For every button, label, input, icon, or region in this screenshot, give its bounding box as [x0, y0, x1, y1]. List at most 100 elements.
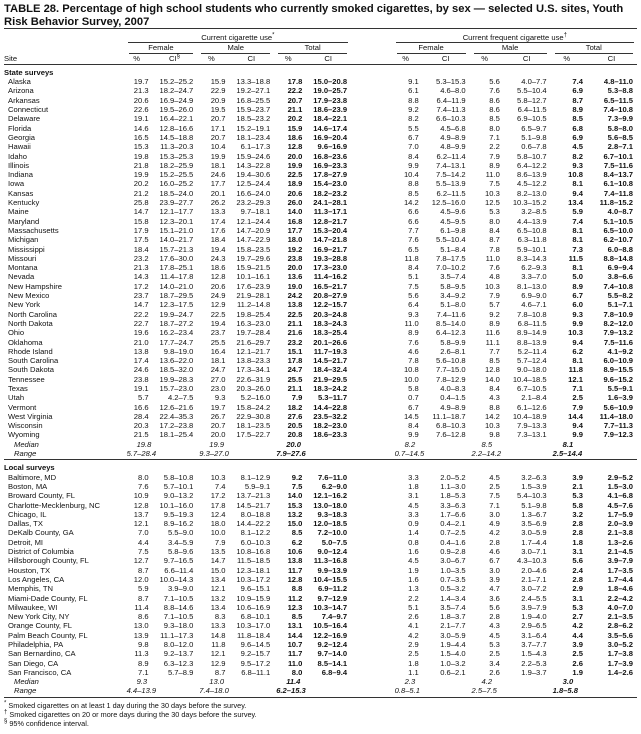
ci-value: 19.9–24.7	[159, 309, 194, 319]
percent-value: 6.6	[408, 216, 419, 226]
percent-value: 5.1	[408, 602, 419, 612]
ci-value: 1.6–3.9	[607, 393, 633, 403]
percent-value: 18.2	[287, 402, 303, 412]
percent-value: 28.4	[133, 411, 149, 421]
percent-value: 26.2	[210, 198, 226, 208]
table-row: Dallas, TX 12.1 8.9–16.2 18.0 14.4–22.2 15.0 1…	[4, 519, 637, 528]
ci-value: 3.1–6.4	[521, 630, 547, 640]
ci-value: 9.2–12.4	[317, 640, 348, 649]
ci-value: 5.5–10.4	[435, 235, 466, 245]
ci-value: 9.2–15.7	[240, 649, 271, 659]
ci-value: 1.7–3.5	[607, 565, 633, 575]
ci-value: 11.3–20.3	[160, 142, 194, 152]
percent-value: 23.0	[210, 383, 226, 393]
ci-value: 22.4–35.3	[159, 411, 194, 421]
ci-value: 17.3–34.1	[236, 365, 271, 375]
ci-value: 18.5–23.2	[236, 114, 271, 124]
ci-value: 19.8–25.4	[236, 309, 271, 319]
table-row: Los Angeles, CA 12.0 10.0–14.3 13.4 10.3–17.…	[4, 575, 637, 584]
ci-value: 14.7–21.8	[313, 235, 348, 245]
ci-value: 24.1–28.1	[313, 198, 348, 208]
percent-value: 4.4	[572, 630, 583, 640]
percent-value: 11.0	[404, 318, 419, 328]
percent-value: 7.9	[214, 537, 226, 547]
percent-value: 11.0	[485, 253, 500, 263]
column-gap	[351, 347, 393, 356]
column-gap	[351, 365, 393, 374]
percent-value: 17.2	[133, 281, 149, 291]
percent-value: 17.8	[287, 356, 303, 366]
ci-value: 0.4–1.5	[440, 393, 466, 403]
percent-value: 13.4	[210, 602, 226, 612]
ci-value: 21.6–29.7	[236, 337, 271, 347]
ci-value: 15.8–24.2	[236, 402, 271, 412]
median-row: Median 19.8 19.9 20.0 8.2 8.5 8.1	[4, 440, 637, 449]
percent-value: 7.4	[214, 481, 226, 491]
percent-value: 7.8	[408, 356, 419, 366]
percent-value: 4.7	[489, 584, 500, 594]
percent-value: 8.8	[408, 95, 419, 105]
percent-value: 8.5	[572, 114, 583, 124]
ci-value: 6.9–9.0	[521, 291, 547, 301]
ci-value: 14.6–17.4	[313, 123, 348, 133]
percent-value: 17.2	[210, 491, 226, 501]
percent-value: 8.1	[572, 235, 583, 245]
site-name: Montana	[8, 263, 38, 273]
percent-value: 20.0	[287, 151, 303, 161]
table-row: South Dakota 24.6 18.5–32.0 24.7 17.3–34.1 24…	[4, 365, 637, 374]
ci-value: 5.3–11.7	[317, 393, 348, 403]
site-name: Vermont	[8, 402, 37, 412]
median-value: 8.1	[562, 439, 574, 449]
table-row: Georgia 16.5 14.5–18.8 20.7 18.1–23.4 18.6 16.…	[4, 133, 637, 142]
percent-value: 8.0	[138, 472, 149, 482]
column-gap	[351, 328, 393, 337]
percent-value: 2.6	[489, 667, 500, 677]
column-gap	[351, 53, 393, 65]
percent-value: 4.5	[572, 142, 583, 152]
ci-value: 16.9–23.3	[313, 160, 348, 170]
ci-value: 10.4–18.5	[512, 374, 547, 384]
group-frequent-label: Current frequent cigarette use	[462, 33, 564, 42]
column-gap	[351, 86, 393, 95]
percent-value: 8.4	[408, 263, 419, 273]
percent-value: 9.9	[408, 430, 419, 440]
column-gap	[351, 198, 393, 207]
ci-value: 16.9–24.9	[159, 95, 194, 105]
percent-value: 10.4	[403, 170, 419, 180]
table-row: Wisconsin 20.3 17.2–23.8 20.7 18.1–23.5 20.5 1…	[4, 421, 637, 430]
ci-value: 7.4–10.8	[603, 105, 633, 115]
ci-value: 5.6–8.5	[607, 132, 633, 142]
percent-value: 7.5	[489, 491, 500, 501]
table-row: Florida 14.6 12.8–16.6 17.1 15.2–19.1 15.9 14.…	[4, 124, 637, 133]
percent-value: 3.0	[489, 565, 500, 575]
ci-value: 16.8–23.6	[313, 151, 348, 161]
ci-value: 4.0–7.7	[521, 77, 547, 87]
percent-value: 22.5	[287, 170, 303, 180]
ci-value: 23.2–29.3	[236, 198, 271, 208]
percent-value: 19.8	[133, 151, 149, 161]
table-row: Arkansas 20.6 16.9–24.9 20.9 16.8–25.5 20.7 17…	[4, 96, 637, 105]
percent-value: 13.3	[210, 621, 226, 631]
percent-value: 11.6	[485, 328, 500, 338]
percent-value: 4.2	[408, 630, 419, 640]
ci-value: 7.4–13.1	[435, 160, 466, 170]
ci-value: 12.3–17.5	[159, 300, 194, 310]
ci-value: 15.2–25.5	[159, 170, 194, 180]
ci-value: 2.1–7.7	[440, 621, 466, 631]
percent-value: 20.6	[210, 281, 226, 291]
ci-value: 5.1–10.5	[603, 216, 633, 226]
ci-value: 12.6–21.6	[159, 402, 194, 412]
percent-value: 4.5	[489, 630, 500, 640]
percent-value: 23.8	[287, 253, 303, 263]
ci-value: 2.2–5.3	[521, 658, 547, 668]
percent-value: 8.1	[572, 179, 583, 189]
percent-value: 13.4	[568, 198, 583, 208]
percent-value: 17.6	[210, 225, 226, 235]
ci-value: 5.8–9.9	[440, 337, 466, 347]
percent-value: 15.3	[133, 142, 149, 152]
percent-value: 2.8	[572, 519, 583, 529]
table-row: Memphis, TN 5.9 3.9–9.0 12.1 9.6–15.1 8.8 6.9–…	[4, 584, 637, 593]
ci-value: 2.1–4.5	[607, 547, 633, 557]
ci-value: 17.6–30.0	[159, 253, 194, 263]
ci-value: 13.8–23.3	[236, 356, 271, 366]
